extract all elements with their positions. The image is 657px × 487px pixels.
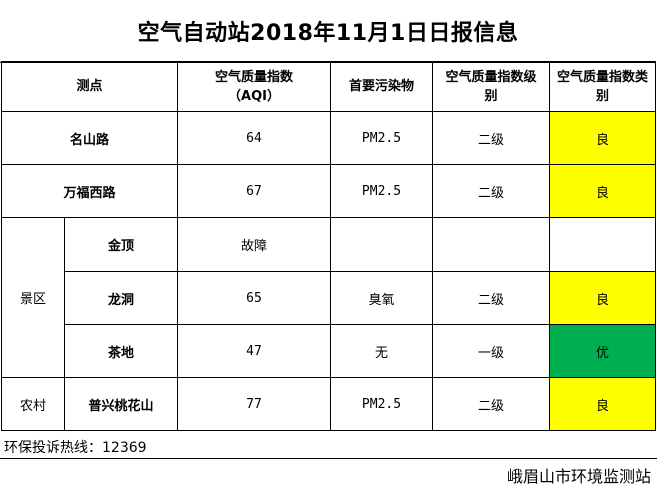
group-label: 景区 bbox=[1, 217, 65, 378]
site-name: 名山路 bbox=[1, 111, 178, 165]
site-name: 普兴桃花山 bbox=[64, 377, 178, 431]
aqi-level: 二级 bbox=[432, 111, 550, 165]
aqi-table: 测点 空气质量指数（AQI） 首要污染物 空气质量指数级别 空气质量指数类别 名… bbox=[1, 61, 656, 431]
aqi-category: 良 bbox=[549, 377, 656, 431]
complaint-hotline: 环保投诉热线：12369 bbox=[4, 440, 147, 456]
site-name: 龙洞 bbox=[64, 271, 178, 325]
table-row: 景区 金顶 故障 bbox=[1, 217, 656, 378]
header-site: 测点 bbox=[1, 61, 178, 112]
header-category: 空气质量指数类别 bbox=[549, 61, 656, 112]
aqi-level: 二级 bbox=[432, 164, 550, 218]
header-row: 测点 空气质量指数（AQI） 首要污染物 空气质量指数级别 空气质量指数类别 bbox=[1, 61, 656, 112]
report-title: 空气自动站2018年11月1日日报信息 bbox=[0, 0, 656, 63]
source-agency: 峨眉山市环境监测站 bbox=[506, 467, 651, 486]
header-aqi-label: 空气质量指数（AQI） bbox=[214, 69, 293, 104]
site-name: 万福西路 bbox=[1, 164, 178, 218]
aqi-category: 优 bbox=[549, 324, 656, 378]
aqi-level: 二级 bbox=[432, 271, 550, 325]
header-level: 空气质量指数级别 bbox=[432, 61, 550, 112]
primary-pollutant: 臭氧 bbox=[330, 271, 433, 325]
primary-pollutant: PM2.5 bbox=[330, 111, 433, 165]
primary-pollutant: PM2.5 bbox=[330, 377, 433, 431]
aqi-level bbox=[432, 217, 550, 272]
aqi-category: 良 bbox=[549, 111, 656, 165]
aqi-value: 77 bbox=[177, 377, 331, 431]
table-row: 茶地 47 无 一级 优 bbox=[2, 324, 656, 378]
table-row: 万福西路 67 PM2.5 二级 良 bbox=[1, 164, 656, 218]
aqi-value: 67 bbox=[177, 164, 331, 218]
aqi-category bbox=[549, 217, 656, 272]
primary-pollutant bbox=[330, 217, 433, 272]
table-row: 名山路 64 PM2.5 二级 良 bbox=[1, 111, 656, 165]
aqi-level: 二级 bbox=[432, 377, 550, 431]
primary-pollutant: 无 bbox=[330, 324, 433, 378]
site-name: 金顶 bbox=[64, 217, 178, 272]
aqi-category: 良 bbox=[549, 271, 656, 325]
aqi-value: 故障 bbox=[177, 217, 331, 272]
aqi-value: 64 bbox=[177, 111, 331, 165]
header-aqi: 空气质量指数（AQI） bbox=[177, 61, 331, 112]
header-pollutant: 首要污染物 bbox=[330, 61, 433, 112]
aqi-value: 65 bbox=[177, 271, 331, 325]
header-level-label: 空气质量指数级别 bbox=[445, 69, 537, 104]
aqi-value: 47 bbox=[177, 324, 331, 378]
group-label: 农村 bbox=[1, 377, 65, 431]
site-name: 茶地 bbox=[64, 324, 178, 378]
aqi-category: 良 bbox=[549, 164, 656, 218]
header-category-label: 空气质量指数类别 bbox=[556, 69, 648, 104]
primary-pollutant: PM2.5 bbox=[330, 164, 433, 218]
table-row: 龙洞 65 臭氧 二级 良 bbox=[2, 271, 656, 325]
aqi-level: 一级 bbox=[432, 324, 550, 378]
table-row: 农村 普兴桃花山 77 PM2.5 二级 良 bbox=[1, 377, 656, 431]
footer-divider bbox=[0, 458, 657, 459]
